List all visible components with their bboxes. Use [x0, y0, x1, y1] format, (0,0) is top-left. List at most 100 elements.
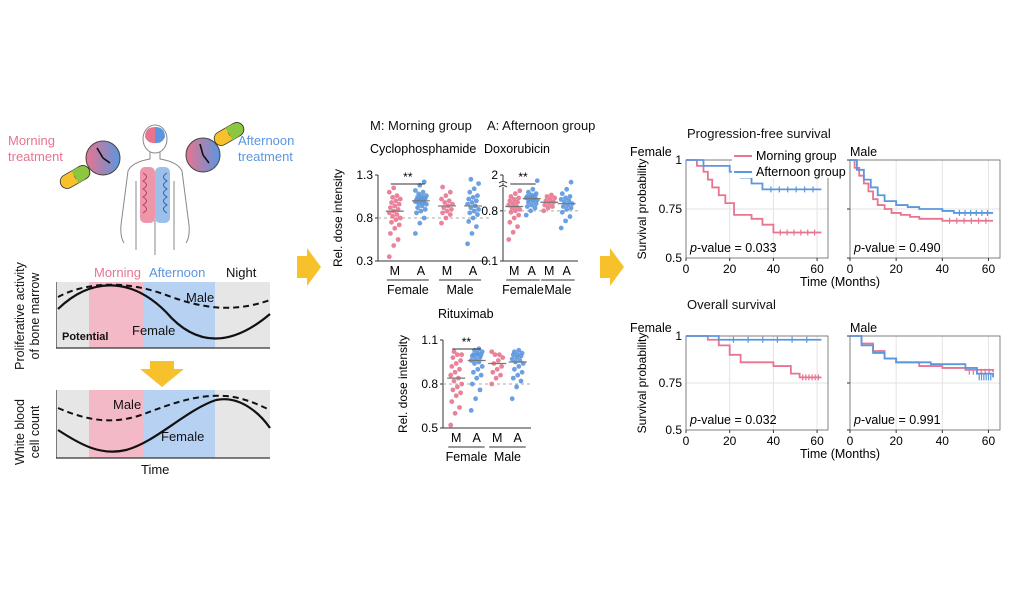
dot-point	[421, 215, 427, 221]
dot-point	[439, 196, 444, 202]
dose-intensity-charts: Cyclophosphamide 1.3 0.8 0.3 Rel. dose inten…	[331, 142, 578, 464]
dot-point	[392, 203, 398, 209]
dot-point	[396, 201, 402, 207]
dot-point	[471, 352, 476, 358]
group-label: A	[417, 264, 426, 278]
dot-point	[459, 352, 465, 358]
survival-curve	[850, 335, 994, 372]
dot-point	[515, 224, 520, 229]
dot-point	[477, 387, 483, 393]
dot-point	[469, 381, 475, 387]
group-label: A	[514, 431, 523, 445]
dot-point	[534, 178, 540, 184]
bone-marrow-icon	[140, 167, 170, 223]
group-label: A	[563, 264, 572, 278]
x-tick-label: 40	[767, 434, 781, 448]
dot-point	[559, 209, 565, 215]
legend-morning: Morning group	[756, 149, 837, 163]
dot-point	[389, 200, 394, 205]
y-tick-label: 0.8	[421, 377, 438, 391]
x-tick-label: 20	[889, 262, 903, 276]
dot-point	[471, 186, 477, 192]
male-label: Male	[446, 283, 473, 297]
dot-point	[524, 194, 530, 199]
y-tick-label: 0.75	[659, 202, 683, 216]
dot-point	[448, 207, 454, 212]
dot-point	[417, 220, 423, 226]
p-value-text: -value = 0.490	[861, 241, 941, 255]
afternoon-clock-icon	[185, 137, 221, 173]
survival-curve	[686, 335, 822, 379]
dot-point	[393, 198, 399, 204]
dot-point	[416, 191, 422, 197]
dot-point	[443, 215, 449, 221]
dot-point	[552, 195, 558, 201]
dot-point	[506, 237, 512, 242]
bottom-male-label: Male	[113, 397, 142, 412]
dot-point	[391, 243, 397, 248]
dot-point	[448, 422, 454, 428]
x-tick-label: 0	[847, 434, 854, 448]
plot-frame	[685, 335, 829, 431]
dot-point	[475, 350, 481, 356]
dot-point	[524, 204, 530, 209]
dot-point	[544, 194, 550, 199]
dot-point	[418, 208, 424, 214]
band-morning	[89, 282, 143, 348]
dot-point	[394, 212, 400, 217]
dot-point	[453, 393, 459, 399]
dot-point	[478, 372, 484, 378]
dot-point	[390, 213, 395, 219]
group-label: M	[509, 264, 519, 278]
dot-point	[439, 220, 444, 226]
dot-point	[516, 212, 522, 218]
afternoon-treatment-line1: Afternoon	[238, 133, 295, 148]
female-curve	[57, 284, 271, 340]
dot-point	[545, 205, 551, 211]
y-tick-label: 1	[675, 153, 682, 167]
dot-point	[394, 193, 400, 199]
x-tick-label: 60	[982, 434, 996, 448]
morning-treatment-line2: treatment	[8, 149, 63, 164]
dot-point	[542, 202, 548, 208]
dot-point	[495, 358, 501, 363]
dot-point	[529, 192, 535, 198]
os-title: Overall survival	[687, 297, 776, 312]
significance-label: **	[518, 170, 528, 184]
dot-point	[473, 396, 479, 402]
dot-point	[500, 355, 506, 360]
legend-afternoon-group: A: Afternoon group	[487, 118, 596, 133]
p-value-p: p	[689, 413, 697, 427]
survival-ylabel: Survival probability	[635, 333, 649, 434]
pill-icon-right	[213, 122, 245, 146]
dot-point	[564, 207, 570, 212]
survival-curve	[850, 159, 994, 214]
dot-point	[515, 372, 521, 378]
dot-point	[530, 186, 536, 192]
dot-point	[559, 191, 565, 197]
x-tick-label: 20	[889, 434, 903, 448]
dot-point	[467, 189, 473, 195]
dot-point	[493, 375, 499, 381]
dot-point	[507, 198, 513, 204]
dot-point	[476, 181, 481, 186]
male-label: Male	[544, 283, 571, 297]
dot-chart-1: Cyclophosphamide 1.3 0.8 0.3 Rel. dose inten…	[331, 142, 490, 297]
dot-point	[392, 225, 398, 231]
dot-point	[451, 378, 457, 384]
dot-point	[519, 369, 525, 375]
right-arrow-icon-1	[297, 248, 321, 286]
dot-point	[516, 364, 522, 369]
y-tick-label: 0.8	[481, 204, 498, 218]
dot-point	[423, 193, 429, 199]
dot-point	[412, 188, 418, 193]
dot-chart-ylabel: Rel. dose intensity	[396, 335, 410, 433]
dot-point	[558, 225, 564, 231]
dot-point	[499, 364, 505, 369]
p-value-label: p-value = 0.991	[853, 413, 941, 427]
pfs-title: Progression-free survival	[687, 126, 831, 141]
dot-point	[568, 205, 574, 211]
survival-ylabel: Survival probability	[635, 159, 649, 260]
x-tick-label: 40	[936, 262, 950, 276]
